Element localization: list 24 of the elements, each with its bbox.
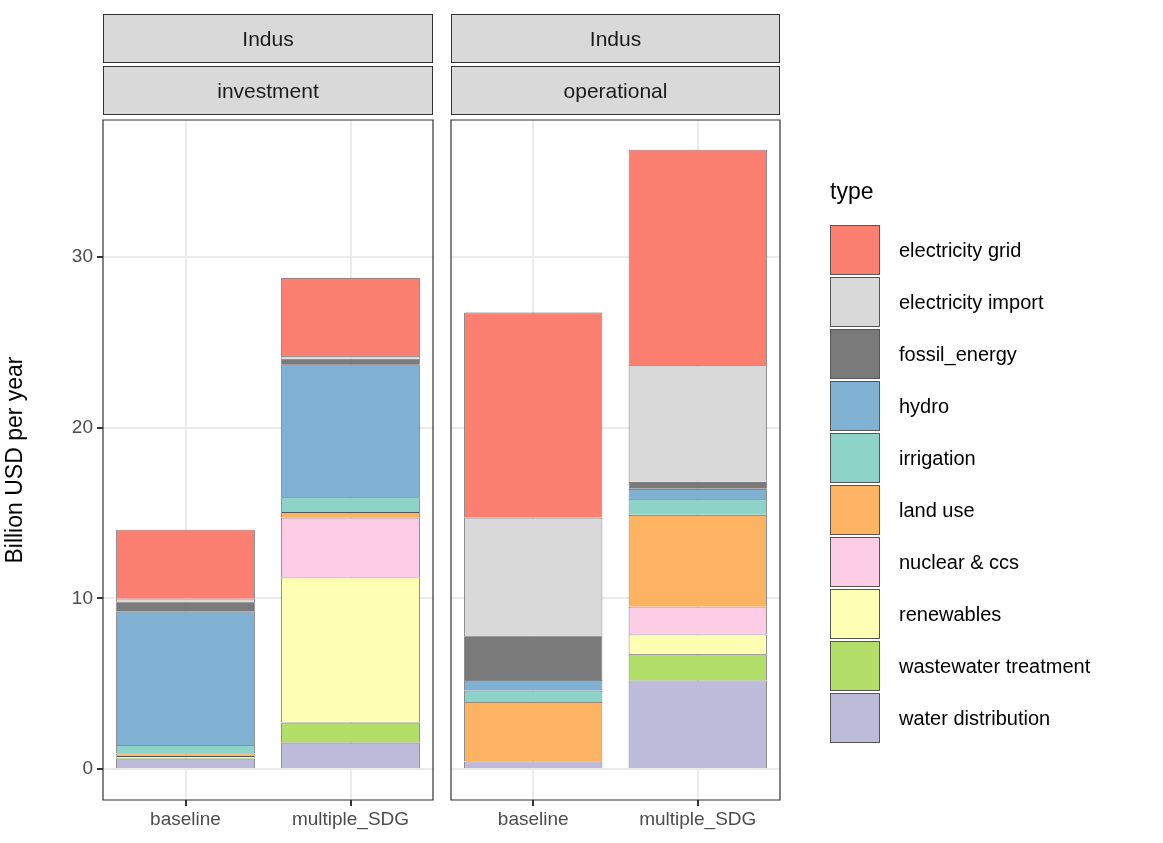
y-tick-label: 0: [82, 757, 93, 779]
x-tick-label: baseline: [150, 807, 221, 829]
y-tick-label: 30: [71, 244, 93, 266]
text: nuclear & ccs: [899, 550, 1020, 574]
y-tick-label: 10: [71, 586, 93, 608]
chart-subtitle: investment: [103, 66, 433, 115]
y-axis-title: Billion USD per year: [1, 356, 28, 564]
text: electricity grid: [899, 238, 1022, 262]
text: wastewater treatment: [899, 654, 1091, 678]
y-tick-label: 20: [71, 415, 93, 437]
x-tick-label: baseline: [497, 807, 569, 829]
chart-title: Indus: [103, 14, 433, 63]
text: fossil_energy: [899, 342, 1017, 366]
text: water distribution: [899, 706, 1051, 730]
x-tick-label: multiple_SDG: [639, 807, 757, 830]
legend-title: type: [830, 178, 875, 206]
chart-title: Indus: [451, 14, 780, 63]
text: land use: [899, 498, 975, 522]
text: hydro: [899, 394, 950, 418]
text: irrigation: [899, 446, 976, 470]
x-tick-label: multiple_SDG: [291, 807, 410, 830]
text: electricity import: [899, 290, 1044, 314]
text: renewables: [899, 602, 1002, 626]
chart-subtitle: operational: [451, 66, 780, 115]
